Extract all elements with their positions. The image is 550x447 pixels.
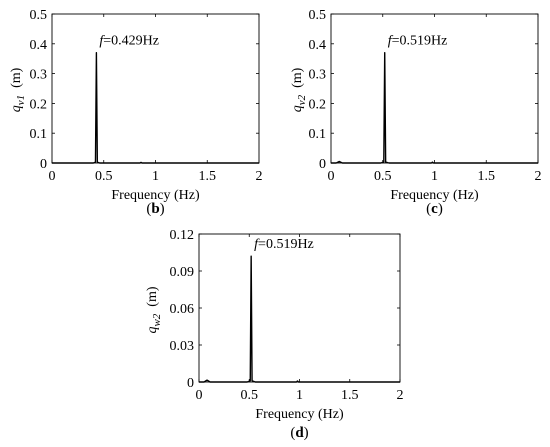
- chart-b-xtick-label: 1.5: [199, 169, 217, 184]
- chart-b-panel-label: (b): [146, 201, 164, 217]
- chart-b: 0 0.5 1 1.5 2 0 0.1 0.2 0.3 0.4 0.5 f=0.429Hz Freque…: [9, 8, 263, 217]
- chart-c-ylabel: qv2 (m): [290, 67, 308, 112]
- chart-c-ytick-label: 0: [319, 157, 326, 172]
- chart-c-ylabel-unit: (m): [290, 67, 305, 95]
- chart-b-peak-annotation-symbol: f: [99, 34, 105, 49]
- chart-c-ylabel-symbol: q: [290, 105, 305, 112]
- chart-b-panel-label-letter: b: [151, 201, 159, 217]
- chart-c-ylabel-subscript: v2: [296, 94, 308, 105]
- chart-d-xtick-label: 1.5: [341, 388, 359, 403]
- chart-d-peak-annotation: f=0.519Hz: [254, 237, 314, 252]
- chart-d-xtick-label: 1: [296, 388, 303, 403]
- chart-c-ytick-label: 0.3: [309, 68, 327, 83]
- chart-b-ylabel: qv1 (m): [9, 67, 27, 112]
- chart-d-panel-label: (d): [290, 425, 308, 441]
- chart-b-ytick-label: 0.4: [30, 38, 48, 53]
- chart-b-peak-annotation-value: =0.429Hz: [103, 34, 159, 49]
- chart-b-panel-label-close: ): [160, 201, 165, 217]
- chart-c-ytick-label: 0.2: [309, 97, 327, 112]
- chart-d-ylabel: qw2 (m): [145, 286, 163, 333]
- chart-d-ylabel-unit: (m): [145, 286, 160, 314]
- chart-b-ytick-label: 0.2: [30, 97, 48, 112]
- chart-c-spectrum-line: [331, 52, 538, 164]
- chart-d-peak-annotation-symbol: f: [254, 237, 260, 252]
- chart-b-ytick-label: 0.3: [30, 68, 48, 83]
- chart-c-ytick-label: 0.5: [309, 8, 327, 23]
- chart-c-xtick-label: 2: [535, 169, 542, 184]
- chart-b-xtick-label: 0.5: [95, 169, 113, 184]
- chart-b-ylabel-unit: (m): [9, 67, 24, 95]
- chart-c-panel-label: (c): [426, 201, 443, 217]
- chart-d-ytick-label: 0: [187, 376, 194, 391]
- chart-d-xtick-label: 0: [196, 388, 203, 403]
- chart-c-peak-annotation-symbol: f: [388, 34, 394, 49]
- chart-c-xlabel: Frequency (Hz): [390, 188, 479, 203]
- chart-d-ylabel-subscript: w2: [151, 313, 163, 326]
- chart-d-peak-annotation-value: =0.519Hz: [258, 237, 314, 252]
- chart-d-ytick-label: 0.03: [170, 339, 195, 354]
- chart-c-xtick-label: 0: [328, 169, 335, 184]
- chart-d-ytick-label: 0.06: [170, 302, 195, 317]
- chart-b-xlabel: Frequency (Hz): [111, 188, 200, 203]
- chart-d-panel-label-close: ): [304, 425, 309, 441]
- chart-c-xtick-label: 1.5: [478, 169, 496, 184]
- chart-c-panel-label-open: (: [426, 201, 431, 217]
- chart-c: 0 0.5 1 1.5 2 0 0.1 0.2 0.3 0.4 0.5 f=0.519Hz Freque…: [290, 8, 542, 217]
- chart-b-ylabel-symbol: q: [9, 105, 24, 112]
- chart-c-ytick-label: 0.1: [309, 127, 327, 142]
- chart-b-ytick-label: 0.5: [30, 8, 48, 23]
- chart-d-axes-box: [198, 233, 401, 383]
- chart-d-xtick-label: 0.5: [241, 388, 259, 403]
- chart-d-panel-label-letter: d: [295, 425, 304, 441]
- chart-d-spectrum-line: [199, 255, 400, 383]
- chart-c-ytick-label: 0.4: [309, 38, 327, 53]
- chart-b-xtick-label: 2: [256, 169, 263, 184]
- chart-d-ylabel-symbol: q: [145, 327, 160, 334]
- chart-c-panel-label-letter: c: [431, 201, 438, 217]
- chart-b-xtick-label: 1: [152, 169, 159, 184]
- chart-b-ylabel-subscript: v1: [15, 95, 27, 105]
- chart-b-spectrum-line: [52, 52, 259, 164]
- chart-b-ytick-label: 0: [40, 157, 47, 172]
- chart-b-peak-annotation: f=0.429Hz: [99, 34, 159, 49]
- chart-d-xtick-label: 2: [397, 388, 404, 403]
- chart-c-xtick-label: 0.5: [374, 169, 392, 184]
- chart-d-ytick-label: 0.09: [170, 265, 195, 280]
- chart-d-xlabel: Frequency (Hz): [255, 407, 344, 422]
- chart-b-panel-label-open: (: [146, 201, 151, 217]
- chart-c-xtick-label: 1: [431, 169, 438, 184]
- chart-d-ytick-label: 0.12: [170, 228, 195, 243]
- chart-c-peak-annotation-value: =0.519Hz: [392, 34, 448, 49]
- chart-c-panel-label-close: ): [438, 201, 443, 217]
- chart-d-panel-label-open: (: [290, 425, 295, 441]
- chart-b-ytick-label: 0.1: [30, 127, 48, 142]
- chart-b-xtick-label: 0: [49, 169, 56, 184]
- chart-c-peak-annotation: f=0.519Hz: [388, 34, 448, 49]
- chart-d: 0 0.5 1 1.5 2 0 0.03 0.06 0.09 0.12 f=0.519Hz Frequ…: [145, 228, 404, 441]
